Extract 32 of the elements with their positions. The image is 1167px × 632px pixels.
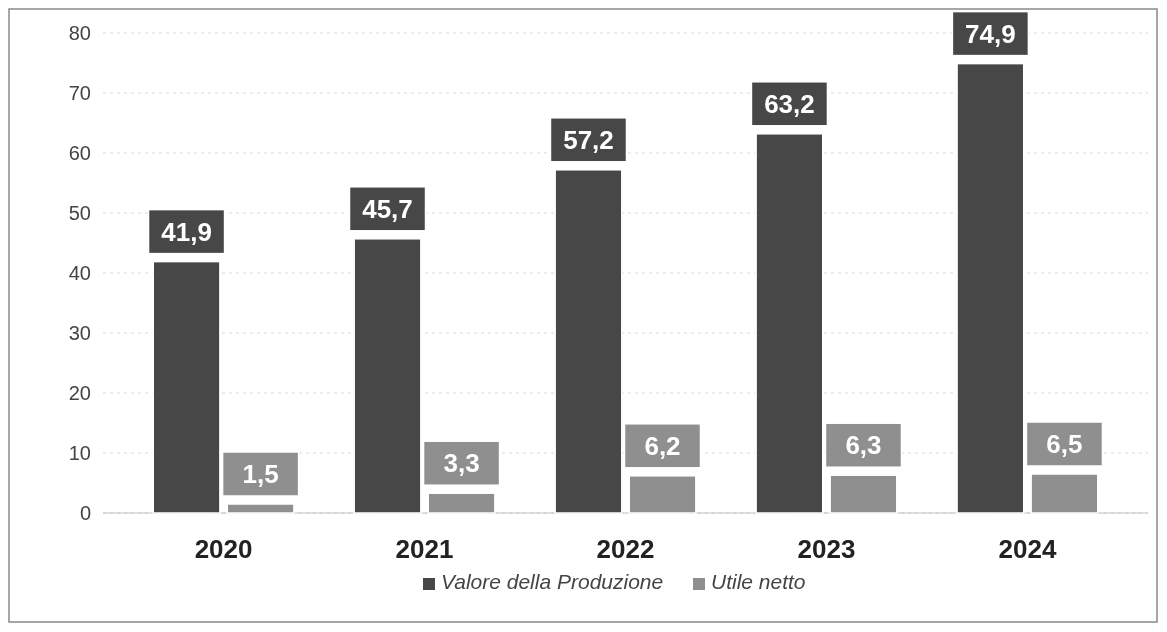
x-tick-label: 2023 [797, 534, 856, 564]
y-tick-label: 80 [68, 22, 91, 44]
y-tick-label: 50 [68, 202, 91, 224]
bar [226, 503, 295, 514]
data-label: 41,9 [161, 216, 212, 247]
data-label: 45,7 [362, 193, 413, 224]
bar [1030, 473, 1099, 514]
data-label: 57,2 [563, 124, 614, 155]
data-label: 74,9 [965, 18, 1016, 49]
data-label: 1,5 [242, 459, 279, 489]
y-tick-label: 40 [68, 262, 91, 284]
legend-label: Utile netto [711, 570, 806, 593]
y-tick-label: 70 [68, 82, 91, 104]
data-label: 6,2 [644, 430, 681, 461]
y-tick-label: 30 [68, 322, 91, 344]
y-tick-label: 60 [68, 142, 91, 164]
y-tick-label: 0 [79, 502, 91, 524]
bar [628, 475, 697, 514]
bar [956, 62, 1025, 514]
y-tick-label: 10 [68, 442, 91, 464]
x-tick-label: 2022 [596, 534, 655, 564]
bar [829, 474, 898, 514]
data-label: 3,3 [443, 448, 480, 479]
data-label: 6,5 [1046, 429, 1083, 459]
data-label: 6,3 [845, 430, 882, 461]
x-tick-label: 2020 [194, 534, 253, 564]
legend-label: Valore della Produzione [441, 570, 664, 593]
y-tick-label: 20 [68, 382, 91, 404]
x-tick-label: 2024 [998, 534, 1057, 564]
data-label: 63,2 [764, 88, 815, 119]
x-tick-label: 2021 [395, 534, 454, 564]
bar [427, 492, 496, 514]
